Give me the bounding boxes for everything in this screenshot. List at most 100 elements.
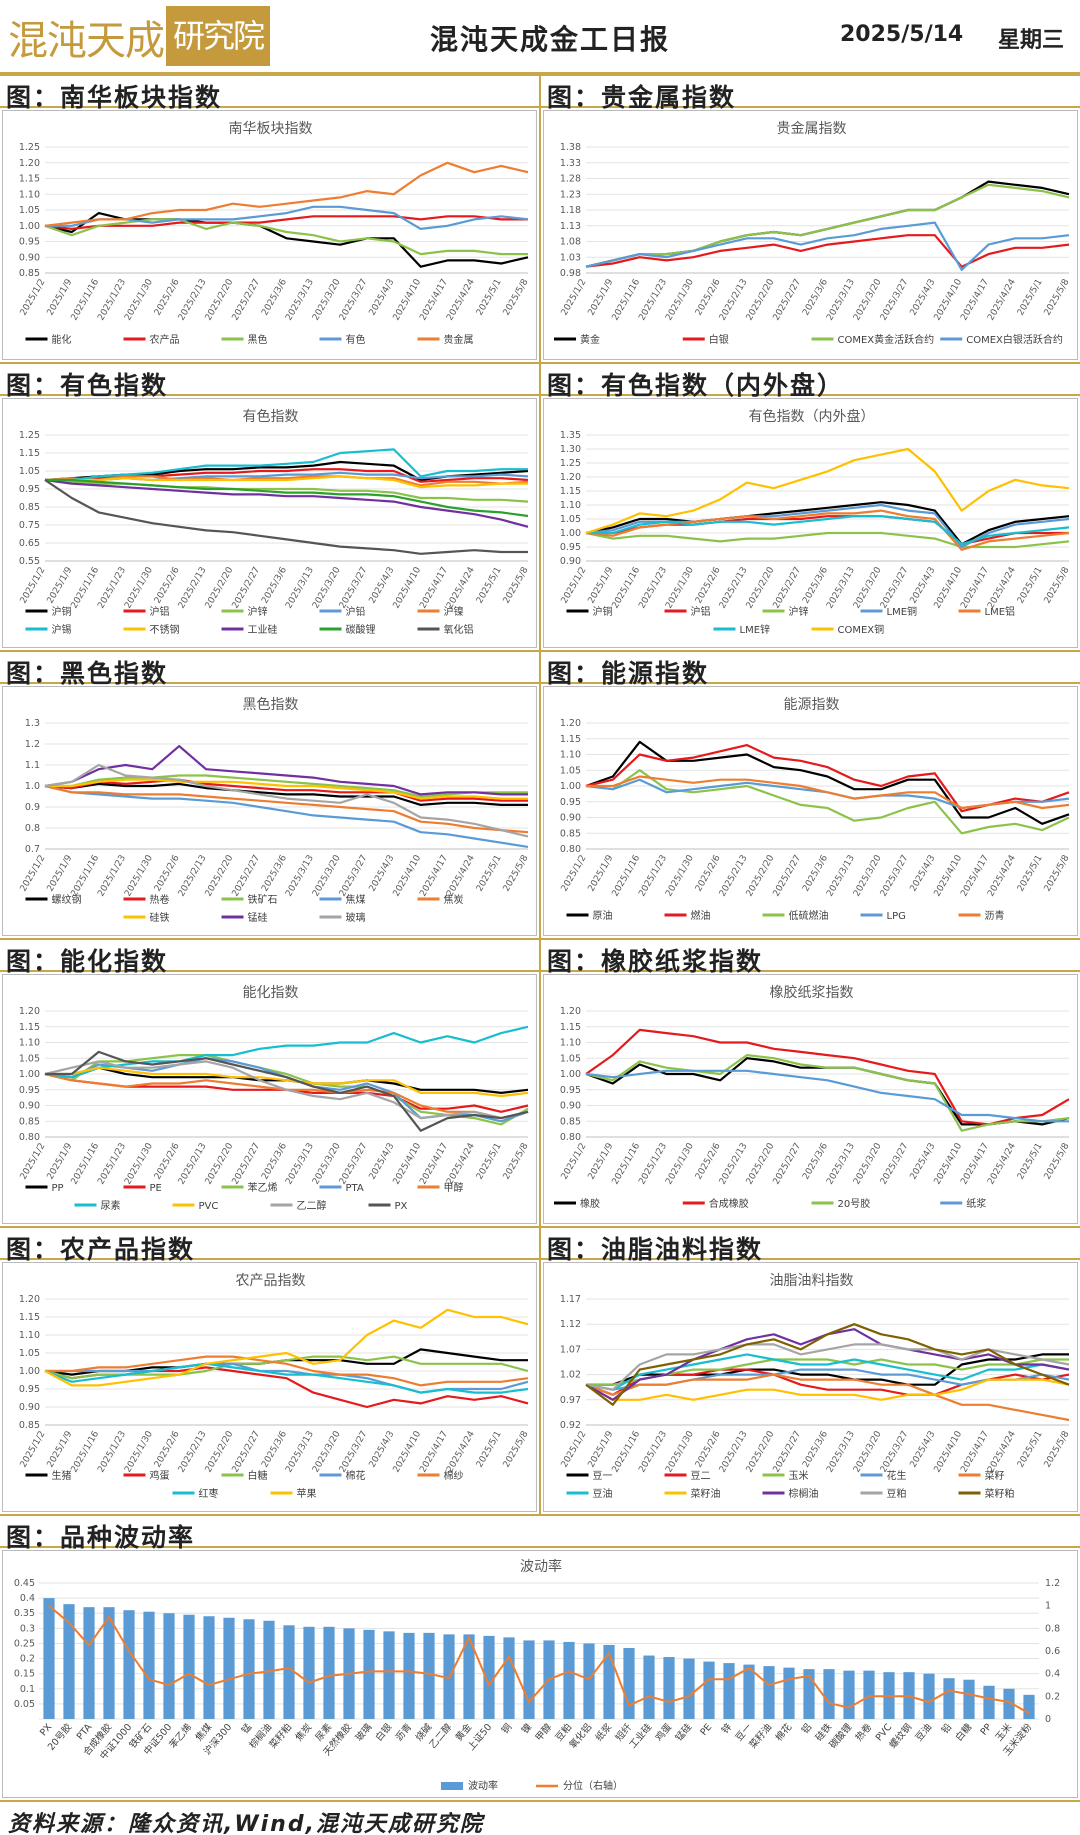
chart-panel: 南华板块指数 0.85 0.90 0.95 1.00 1.05 1.10 1.15 1.20 1.… <box>2 110 537 360</box>
y-tick-label: 0.65 <box>19 538 40 549</box>
y-tick-label: 0.95 <box>560 797 581 808</box>
y-tick-label: 0.15 <box>14 1669 35 1680</box>
section-band: 图：有色指数（内外盘） <box>541 362 1080 400</box>
x-tick-label: 2025/5/1 <box>1016 277 1045 317</box>
section-band: 图：南华板块指数 <box>0 74 539 112</box>
legend-label: LME铝 <box>985 606 1016 618</box>
line-chart-svg: 贵金属指数 0.98 1.03 1.08 1.13 1.18 1.23 1.28 1.33 1.3… <box>554 121 1072 346</box>
legend-label: COMEX黄金活跃合约 <box>838 333 935 346</box>
y-tick-label: 0.95 <box>560 542 581 553</box>
x-tick-label: 2025/2/6 <box>694 853 723 893</box>
section-label: 图：农产品指数 <box>6 1235 196 1264</box>
y-tick-label: 1.20 <box>560 718 581 729</box>
volatility-bar <box>403 1632 415 1719</box>
x-tick-label: 2025/5/8 <box>1043 565 1072 605</box>
x-tick-label: 2025/4/3 <box>909 1142 938 1182</box>
chart-panel: 农产品指数 0.85 0.90 0.95 1.00 1.05 1.10 1.15 1.20 202… <box>2 1262 537 1512</box>
chart-title: 波动率 <box>520 1558 562 1575</box>
chart-title: 农产品指数 <box>236 1273 306 1289</box>
legend-label: 燃油 <box>691 909 711 922</box>
volatility-bar <box>143 1611 155 1719</box>
x-tick-label: 2025/1/2 <box>19 854 48 894</box>
series-line-7 <box>44 763 529 838</box>
section-label: 图：橡胶纸浆指数 <box>547 947 764 976</box>
x-tick-label: 2025/2/6 <box>694 565 723 605</box>
x-tick-label: 2025/1/30 <box>123 277 155 322</box>
x-tick-label: 2025/4/24 <box>986 1429 1018 1474</box>
x-tick-label: 2025/1/2 <box>19 1142 48 1182</box>
x-tick-label: 2025/1/30 <box>664 565 696 610</box>
line-chart-svg: 能化指数 0.80 0.85 0.90 0.95 1.00 1.05 1.10 1.15 1.20… <box>19 985 531 1212</box>
legend-label: 沪铝 <box>691 605 711 618</box>
logo-text: 混沌天成 <box>8 18 165 64</box>
volatility-bar <box>783 1667 795 1719</box>
x-tick-label: 2025/3/27 <box>338 1430 370 1475</box>
category-label: 沥青 <box>393 1721 414 1743</box>
x-tick-label: 2025/3/6 <box>801 1141 830 1181</box>
line-chart-svg: 有色指数 0.55 0.65 0.75 0.85 0.95 1.05 1.15 1.25 2025… <box>19 408 531 636</box>
y-tick-label: 0.35 <box>14 1608 35 1619</box>
legend-label: 沪锡 <box>52 623 72 636</box>
y-tick-label: 0.95 <box>560 1085 581 1096</box>
volatility-bar <box>823 1669 835 1719</box>
x-tick-label: 2025/3/6 <box>260 1141 289 1181</box>
legend-label: 锰硅 <box>248 911 268 924</box>
x-tick-label: 2025/1/2 <box>19 566 48 606</box>
series-line-4 <box>44 161 529 227</box>
legend-label: 菜籽粕 <box>985 1487 1015 1500</box>
y-tick-label: 1.1 <box>25 760 40 771</box>
x-tick-label: 2025/1/2 <box>560 278 589 318</box>
line-chart-svg: 橡胶纸浆指数 0.80 0.85 0.90 0.95 1.00 1.05 1.10 1.15 1.… <box>554 984 1072 1210</box>
x-tick-label: 2025/2/27 <box>231 854 263 899</box>
category-label: 菜籽粕 <box>267 1721 295 1751</box>
y-tick-label: 0.90 <box>560 556 581 567</box>
volatility-bar <box>243 1619 255 1719</box>
volatility-bar <box>383 1631 395 1719</box>
chart-panel: 贵金属指数 0.98 1.03 1.08 1.13 1.18 1.23 1.28 1.33 1.3… <box>543 110 1078 360</box>
legend-label: 不锈钢 <box>150 623 180 636</box>
x-tick-label: 2025/1/2 <box>560 854 589 894</box>
legend-label: COMEX铜 <box>838 624 885 636</box>
y-tick-label: 0.98 <box>560 268 581 279</box>
y-tick-label: 1.15 <box>560 734 581 745</box>
x-tick-label: 2025/5/1 <box>475 854 504 894</box>
section-band: 图：橡胶纸浆指数 <box>541 938 1080 976</box>
category-label: 铜 <box>499 1721 514 1736</box>
legend-label: 生猪 <box>52 1469 72 1482</box>
y-tick-label: 1.10 <box>560 500 581 511</box>
bar-chart-svg: 波动率 0.05 0.1 0.15 0.2 0.25 0.3 0.35 0.4 0.45 0 0.2 0… <box>14 1558 1060 1792</box>
legend-label: 农产品 <box>150 333 180 346</box>
y-tick-label: 1.15 <box>560 1022 581 1033</box>
legend-label: 鸡蛋 <box>150 1469 170 1482</box>
y-tick-label: 0.95 <box>19 1085 40 1096</box>
column-divider <box>539 74 541 362</box>
y-tick-label: 0.9 <box>25 802 40 813</box>
category-label: PX <box>38 1721 55 1738</box>
volatility-bar <box>483 1635 495 1719</box>
category-label: 焦炭 <box>293 1721 315 1744</box>
column-divider <box>539 938 541 1226</box>
y-tick-label: 1.00 <box>19 221 40 232</box>
legend-label: PX <box>395 1201 408 1212</box>
volatility-bar <box>623 1647 635 1719</box>
section-band: 图：能源指数 <box>541 650 1080 688</box>
y-tick-label: 1.13 <box>560 221 581 232</box>
column-divider <box>539 650 541 938</box>
y-tick-label: 1.05 <box>19 466 40 477</box>
category-label: PP <box>978 1722 994 1738</box>
x-tick-label: 2025/1/30 <box>123 853 155 898</box>
y-tick-label: 0.75 <box>19 520 40 531</box>
line-chart-svg: 南华板块指数 0.85 0.90 0.95 1.00 1.05 1.10 1.15 1.20 1.… <box>19 121 531 346</box>
x-tick-label: 2025/1/2 <box>560 1430 589 1470</box>
y-tick-label: 1.10 <box>19 1038 40 1049</box>
line-chart-svg: 有色指数（内外盘） 0.90 0.95 1.00 1.05 1.10 1.15 1.20 1.2… <box>560 408 1072 636</box>
x-tick-label: 2025/2/27 <box>231 1430 263 1475</box>
category-label: 棉花 <box>773 1721 795 1744</box>
x-tick-label: 2025/1/30 <box>123 565 155 610</box>
legend-label: 豆粕 <box>887 1487 907 1500</box>
volatility-bar <box>303 1626 315 1719</box>
line-chart-svg: 油脂油料指数0.920.971.021.071.121.172025/1/220… <box>560 1273 1072 1500</box>
series-line-9 <box>585 1323 1070 1406</box>
legend-label: 碳酸锂 <box>346 623 376 636</box>
x-tick-label: 2025/4/3 <box>909 566 938 606</box>
